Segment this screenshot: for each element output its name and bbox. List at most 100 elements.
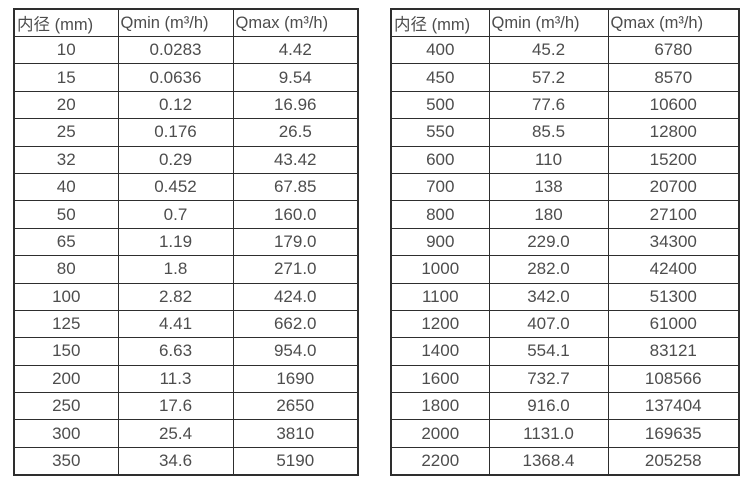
table-cell: 125 [13, 309, 119, 339]
table-row: 350 34.6 5190 [13, 446, 359, 476]
table-cell: 1200 [390, 309, 490, 339]
table-cell: 954.0 [232, 337, 359, 366]
table-row: 1200 407.0 61000 [390, 309, 740, 339]
table-cell: 26.5 [232, 118, 359, 147]
table-cell: 16.96 [232, 90, 359, 120]
table-row: 1800 916.0 137404 [390, 392, 740, 421]
table-cell: 150 [13, 337, 119, 366]
table-cell: 32 [13, 145, 119, 174]
table-cell: 15 [13, 63, 119, 92]
table-row: 10 0.0283 4.42 [13, 35, 359, 65]
table-row: 400 45.2 6780 [390, 35, 740, 65]
table-cell: 9.54 [232, 63, 359, 92]
table-cell: 6780 [607, 35, 740, 65]
table-cell: 40 [13, 172, 119, 202]
table-cell: 160.0 [232, 200, 359, 229]
table-row: 100 2.82 424.0 [13, 282, 359, 311]
table-cell: 17.6 [117, 392, 234, 421]
table-row: 500 77.6 10600 [390, 90, 740, 120]
table-cell: 0.452 [117, 172, 234, 202]
table-row: 1600 732.7 108566 [390, 364, 740, 394]
table-row: 80 1.8 271.0 [13, 255, 359, 284]
table-cell: 1000 [390, 255, 490, 284]
table-cell: 900 [390, 227, 490, 257]
table-cell: 83121 [607, 337, 740, 366]
table-row: 800 180 27100 [390, 200, 740, 229]
table-cell: 67.85 [232, 172, 359, 202]
table-cell: 179.0 [232, 227, 359, 257]
table-body: 400 45.2 6780 450 57.2 8570 500 77.6 10600 550 85.… [390, 35, 740, 476]
table-cell: 10600 [607, 90, 740, 120]
table-cell: 800 [390, 200, 490, 229]
table-cell: 424.0 [232, 282, 359, 311]
table-row: 20 0.12 16.96 [13, 90, 359, 120]
table-cell: 4.41 [117, 309, 234, 339]
table-cell: 0.0636 [117, 63, 234, 92]
flow-spec-table-large-diameters: 内径 (mm) Qmin (m³/h) Qmax (m³/h) 400 45.2 678… [390, 8, 740, 476]
table-cell: 42400 [607, 255, 740, 284]
column-header: Qmin (m³/h) [488, 8, 609, 37]
column-header: 内径 (mm) [390, 8, 490, 37]
table-cell: 34.6 [117, 446, 234, 476]
table-row: 1100 342.0 51300 [390, 282, 740, 311]
table-cell: 3810 [232, 419, 359, 448]
table-row: 450 57.2 8570 [390, 63, 740, 92]
table-cell: 108566 [607, 364, 740, 394]
table-cell: 300 [13, 419, 119, 448]
table-cell: 0.176 [117, 118, 234, 147]
table-cell: 600 [390, 145, 490, 174]
table-cell: 51300 [607, 282, 740, 311]
header-row: 内径 (mm) Qmin (m³/h) Qmax (m³/h) [13, 8, 359, 37]
table-cell: 1.19 [117, 227, 234, 257]
table-cell: 1690 [232, 364, 359, 394]
table-cell: 43.42 [232, 145, 359, 174]
table-cell: 4.42 [232, 35, 359, 65]
table-row: 25 0.176 26.5 [13, 118, 359, 147]
column-header: 内径 (mm) [13, 8, 119, 37]
table-cell: 57.2 [488, 63, 609, 92]
table-body: 10 0.0283 4.42 15 0.0636 9.54 20 0.12 16.96 25 0.1… [13, 35, 359, 476]
table-cell: 65 [13, 227, 119, 257]
table-row: 1400 554.1 83121 [390, 337, 740, 366]
flow-spec-table-small-diameters: 内径 (mm) Qmin (m³/h) Qmax (m³/h) 10 0.0283 4.… [13, 8, 359, 476]
table-row: 900 229.0 34300 [390, 227, 740, 257]
table-cell: 34300 [607, 227, 740, 257]
table-cell: 1800 [390, 392, 490, 421]
table-cell: 138 [488, 172, 609, 202]
table-cell: 2200 [390, 446, 490, 476]
table-cell: 916.0 [488, 392, 609, 421]
table-row: 150 6.63 954.0 [13, 337, 359, 366]
table-row: 2200 1368.4 205258 [390, 446, 740, 476]
table-cell: 205258 [607, 446, 740, 476]
table-row: 300 25.4 3810 [13, 419, 359, 448]
table-cell: 1368.4 [488, 446, 609, 476]
table-cell: 45.2 [488, 35, 609, 65]
table-cell: 550 [390, 118, 490, 147]
table-cell: 500 [390, 90, 490, 120]
table-row: 32 0.29 43.42 [13, 145, 359, 174]
table-cell: 180 [488, 200, 609, 229]
table-cell: 554.1 [488, 337, 609, 366]
table-cell: 25.4 [117, 419, 234, 448]
table-cell: 1131.0 [488, 419, 609, 448]
table-cell: 250 [13, 392, 119, 421]
table-cell: 0.12 [117, 90, 234, 120]
table-cell: 282.0 [488, 255, 609, 284]
table-row: 600 110 15200 [390, 145, 740, 174]
table-cell: 400 [390, 35, 490, 65]
table-cell: 50 [13, 200, 119, 229]
table-cell: 0.7 [117, 200, 234, 229]
table-cell: 1400 [390, 337, 490, 366]
table-row: 200 11.3 1690 [13, 364, 359, 394]
header-row: 内径 (mm) Qmin (m³/h) Qmax (m³/h) [390, 8, 740, 37]
column-header: Qmin (m³/h) [117, 8, 234, 37]
table-cell: 80 [13, 255, 119, 284]
table-cell: 2.82 [117, 282, 234, 311]
table-cell: 77.6 [488, 90, 609, 120]
table-cell: 1.8 [117, 255, 234, 284]
table-cell: 0.29 [117, 145, 234, 174]
table-row: 65 1.19 179.0 [13, 227, 359, 257]
table-cell: 732.7 [488, 364, 609, 394]
table-cell: 61000 [607, 309, 740, 339]
table-cell: 11.3 [117, 364, 234, 394]
